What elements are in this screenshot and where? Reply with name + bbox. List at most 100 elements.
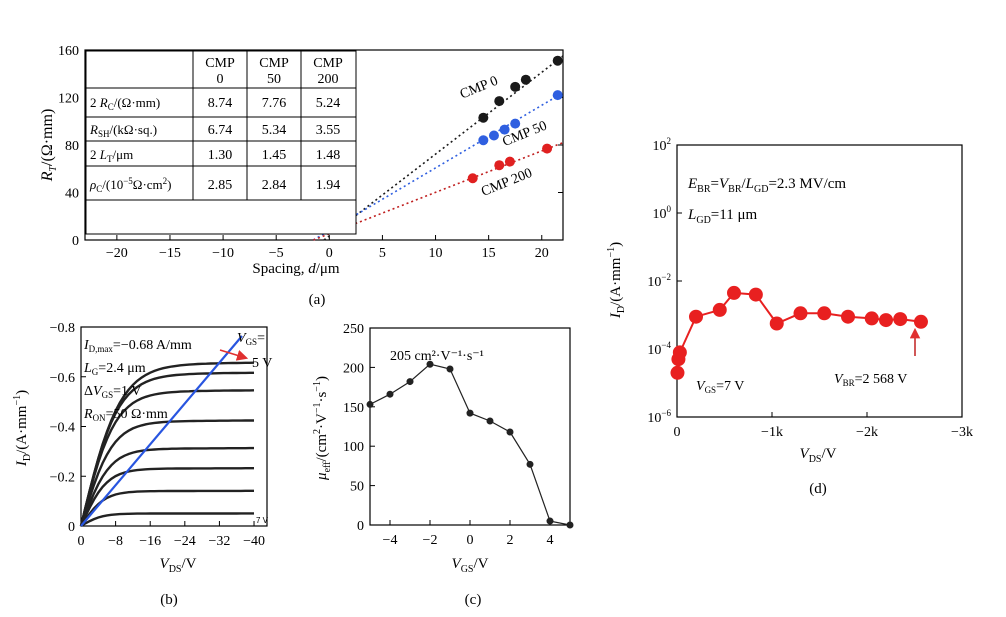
b-iv-curve: [79, 389, 255, 527]
a-xtick-label: 0: [326, 246, 333, 261]
a-table-cell: 1.94: [316, 178, 341, 193]
b-iv-curve: [79, 446, 254, 527]
a-table-row-label: ρC/(10−5Ω·cm2): [89, 176, 172, 194]
d-point: [841, 309, 855, 324]
b-xtick-label: 0: [78, 534, 85, 549]
a-point: [552, 90, 563, 101]
panel-c-mobility-chart: −4 −2 0 2 4 0 50 100 150 200 250 205 cm²·V⁻¹·s⁻¹ V…: [312, 322, 574, 608]
panel-b-idmax: ID,max=−0.68 A/mm: [83, 338, 192, 354]
a-ytick-label: 0: [72, 234, 79, 249]
a-ytick-label: 160: [58, 44, 79, 59]
c-ytick-label: 100: [343, 440, 364, 455]
d-point: [712, 302, 727, 317]
a-xtick-label: 20: [535, 246, 549, 261]
a-xtick-label: −20: [106, 246, 128, 261]
a-table-cell: 8.74: [208, 96, 233, 111]
a-table-header: CMP: [205, 56, 235, 71]
a-table-header: 200: [318, 72, 339, 87]
panel-b-ylabel: ID/(A·mm−1): [12, 390, 33, 467]
c-ytick-label: 50: [350, 480, 364, 495]
d-xtick-label: −3k: [951, 425, 973, 440]
d-point: [670, 365, 685, 380]
a-table-header: CMP: [313, 56, 343, 71]
a-xtick-label: 5: [379, 246, 386, 261]
a-table-cell: 1.30: [208, 148, 233, 163]
a-table-header: 50: [267, 72, 281, 87]
panel-b-vgs7: 7 V: [256, 516, 269, 525]
b-ytick-label: −0.4: [50, 421, 75, 436]
c-ytick-label: 0: [357, 519, 364, 534]
panel-a-caption: (a): [309, 292, 326, 308]
b-xtick-label: −32: [208, 534, 230, 549]
panel-b-vgs-arrow: [219, 349, 249, 361]
panel-b-axis-ticks: 0 −8 −16 −24 −32 −40 0 −0.2 −0.4 −0.6 −0.8: [50, 321, 265, 549]
a-table-header: 0: [217, 72, 224, 87]
panel-c-annotation: 205 cm²·V⁻¹·s⁻¹: [390, 349, 484, 364]
c-point: [386, 390, 394, 398]
c-ytick-label: 200: [343, 361, 364, 376]
d-ytick-label: 10−2: [647, 272, 671, 290]
d-point: [689, 309, 703, 324]
a-point: [494, 160, 505, 171]
c-point: [526, 460, 534, 468]
a-point: [510, 118, 521, 129]
d-point: [913, 314, 928, 329]
panel-b-ron-line: [80, 335, 243, 527]
b-xtick-label: −16: [139, 534, 161, 549]
b-ytick-label: −0.8: [50, 321, 75, 336]
a-point: [552, 55, 563, 66]
a-ytick-label: 40: [65, 187, 79, 202]
c-point: [446, 365, 454, 373]
d-xtick-label: −1k: [761, 425, 783, 440]
c-point: [366, 400, 374, 408]
b-xtick-label: −24: [174, 534, 196, 549]
c-point: [426, 360, 434, 368]
panel-b-xlabel: VDS/V: [160, 556, 197, 575]
a-table-cell: 1.48: [316, 148, 341, 163]
b-iv-curve: [79, 467, 254, 527]
a-table-cell: 1.45: [262, 148, 287, 163]
b-xtick-label: −8: [108, 534, 123, 549]
d-curve-line: [676, 291, 922, 373]
c-ytick-label: 150: [343, 401, 364, 416]
a-table-cell: 2.85: [208, 178, 233, 193]
b-iv-curve: [80, 512, 254, 528]
panel-b-vgs-label: VGS=: [237, 331, 265, 347]
c-xtick-label: −2: [423, 533, 438, 548]
d-point: [864, 311, 879, 326]
panel-c-mobility-curve: [366, 360, 574, 529]
c-point: [506, 428, 514, 436]
a-point: [494, 96, 505, 107]
d-ytick-label: 10−4: [647, 340, 671, 358]
panel-d-breakdown-chart: 0 −1k −2k −3k 10−6 10−4 10−2 100 102 EBR=VBR/LGD…: [606, 136, 973, 497]
b-iv-curve: [79, 361, 255, 527]
b-ytick-label: 0: [68, 520, 75, 535]
panel-a-xlabel: Spacing, d/μm: [252, 261, 340, 277]
a-series-label: CMP 50: [500, 119, 549, 150]
panel-b-dvgs: ΔVGS=1 V: [84, 384, 141, 400]
d-ytick-label: 10−6: [647, 408, 671, 426]
a-table-row-label: 2 LT/μm: [90, 147, 133, 164]
c-point: [406, 378, 414, 386]
panel-c-xlabel: VGS/V: [452, 556, 489, 575]
a-xtick-label: 15: [482, 246, 496, 261]
a-table-cell: 3.55: [316, 123, 341, 138]
d-xtick-label: −2k: [856, 425, 878, 440]
b-iv-curve: [79, 371, 254, 527]
b-iv-curve: [80, 489, 254, 527]
a-ytick-label: 80: [65, 139, 79, 154]
panel-a-fit-lines: [312, 55, 564, 241]
d-point: [672, 345, 687, 360]
panel-d-ebr: EBR=VBR/LGD=2.3 MV/cm: [687, 176, 846, 195]
a-fit-line: [323, 55, 564, 241]
c-point: [566, 521, 574, 529]
panel-d-vgs: VGS=7 V: [696, 379, 744, 395]
c-point: [486, 417, 494, 425]
a-xtick-label: −10: [212, 246, 234, 261]
a-point: [478, 135, 489, 146]
a-series-label: CMP 0: [458, 74, 500, 103]
a-point: [499, 124, 510, 135]
a-fit-line: [312, 92, 564, 241]
a-point: [520, 74, 531, 85]
